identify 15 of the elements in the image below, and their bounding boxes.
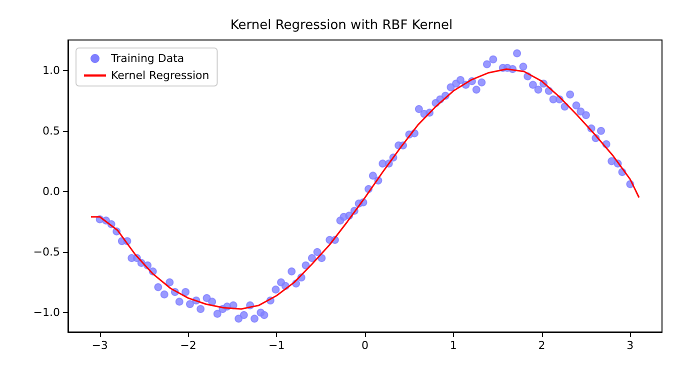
x-tick-label: 0	[362, 339, 368, 352]
y-tick-label: 1.0	[42, 64, 60, 77]
x-tick-label: −1	[268, 339, 285, 352]
x-tick-label: 2	[538, 339, 546, 352]
y-tick-label: 0.0	[42, 184, 60, 198]
x-tick-label: 3	[626, 339, 634, 352]
legend-label: Training Data	[110, 52, 184, 65]
x-tick-label: −2	[180, 339, 196, 352]
chart-title: Kernel Regression with RBF Kernel	[230, 18, 453, 33]
y-tick-label: −1.0	[33, 306, 60, 320]
x-tick-label: 1	[450, 339, 457, 352]
x-tick-label: −3	[92, 339, 108, 352]
y-tick-label: −0.5	[33, 246, 60, 259]
legend-label: Kernel Regression	[111, 69, 210, 82]
y-tick-label: 0.5	[42, 124, 60, 138]
